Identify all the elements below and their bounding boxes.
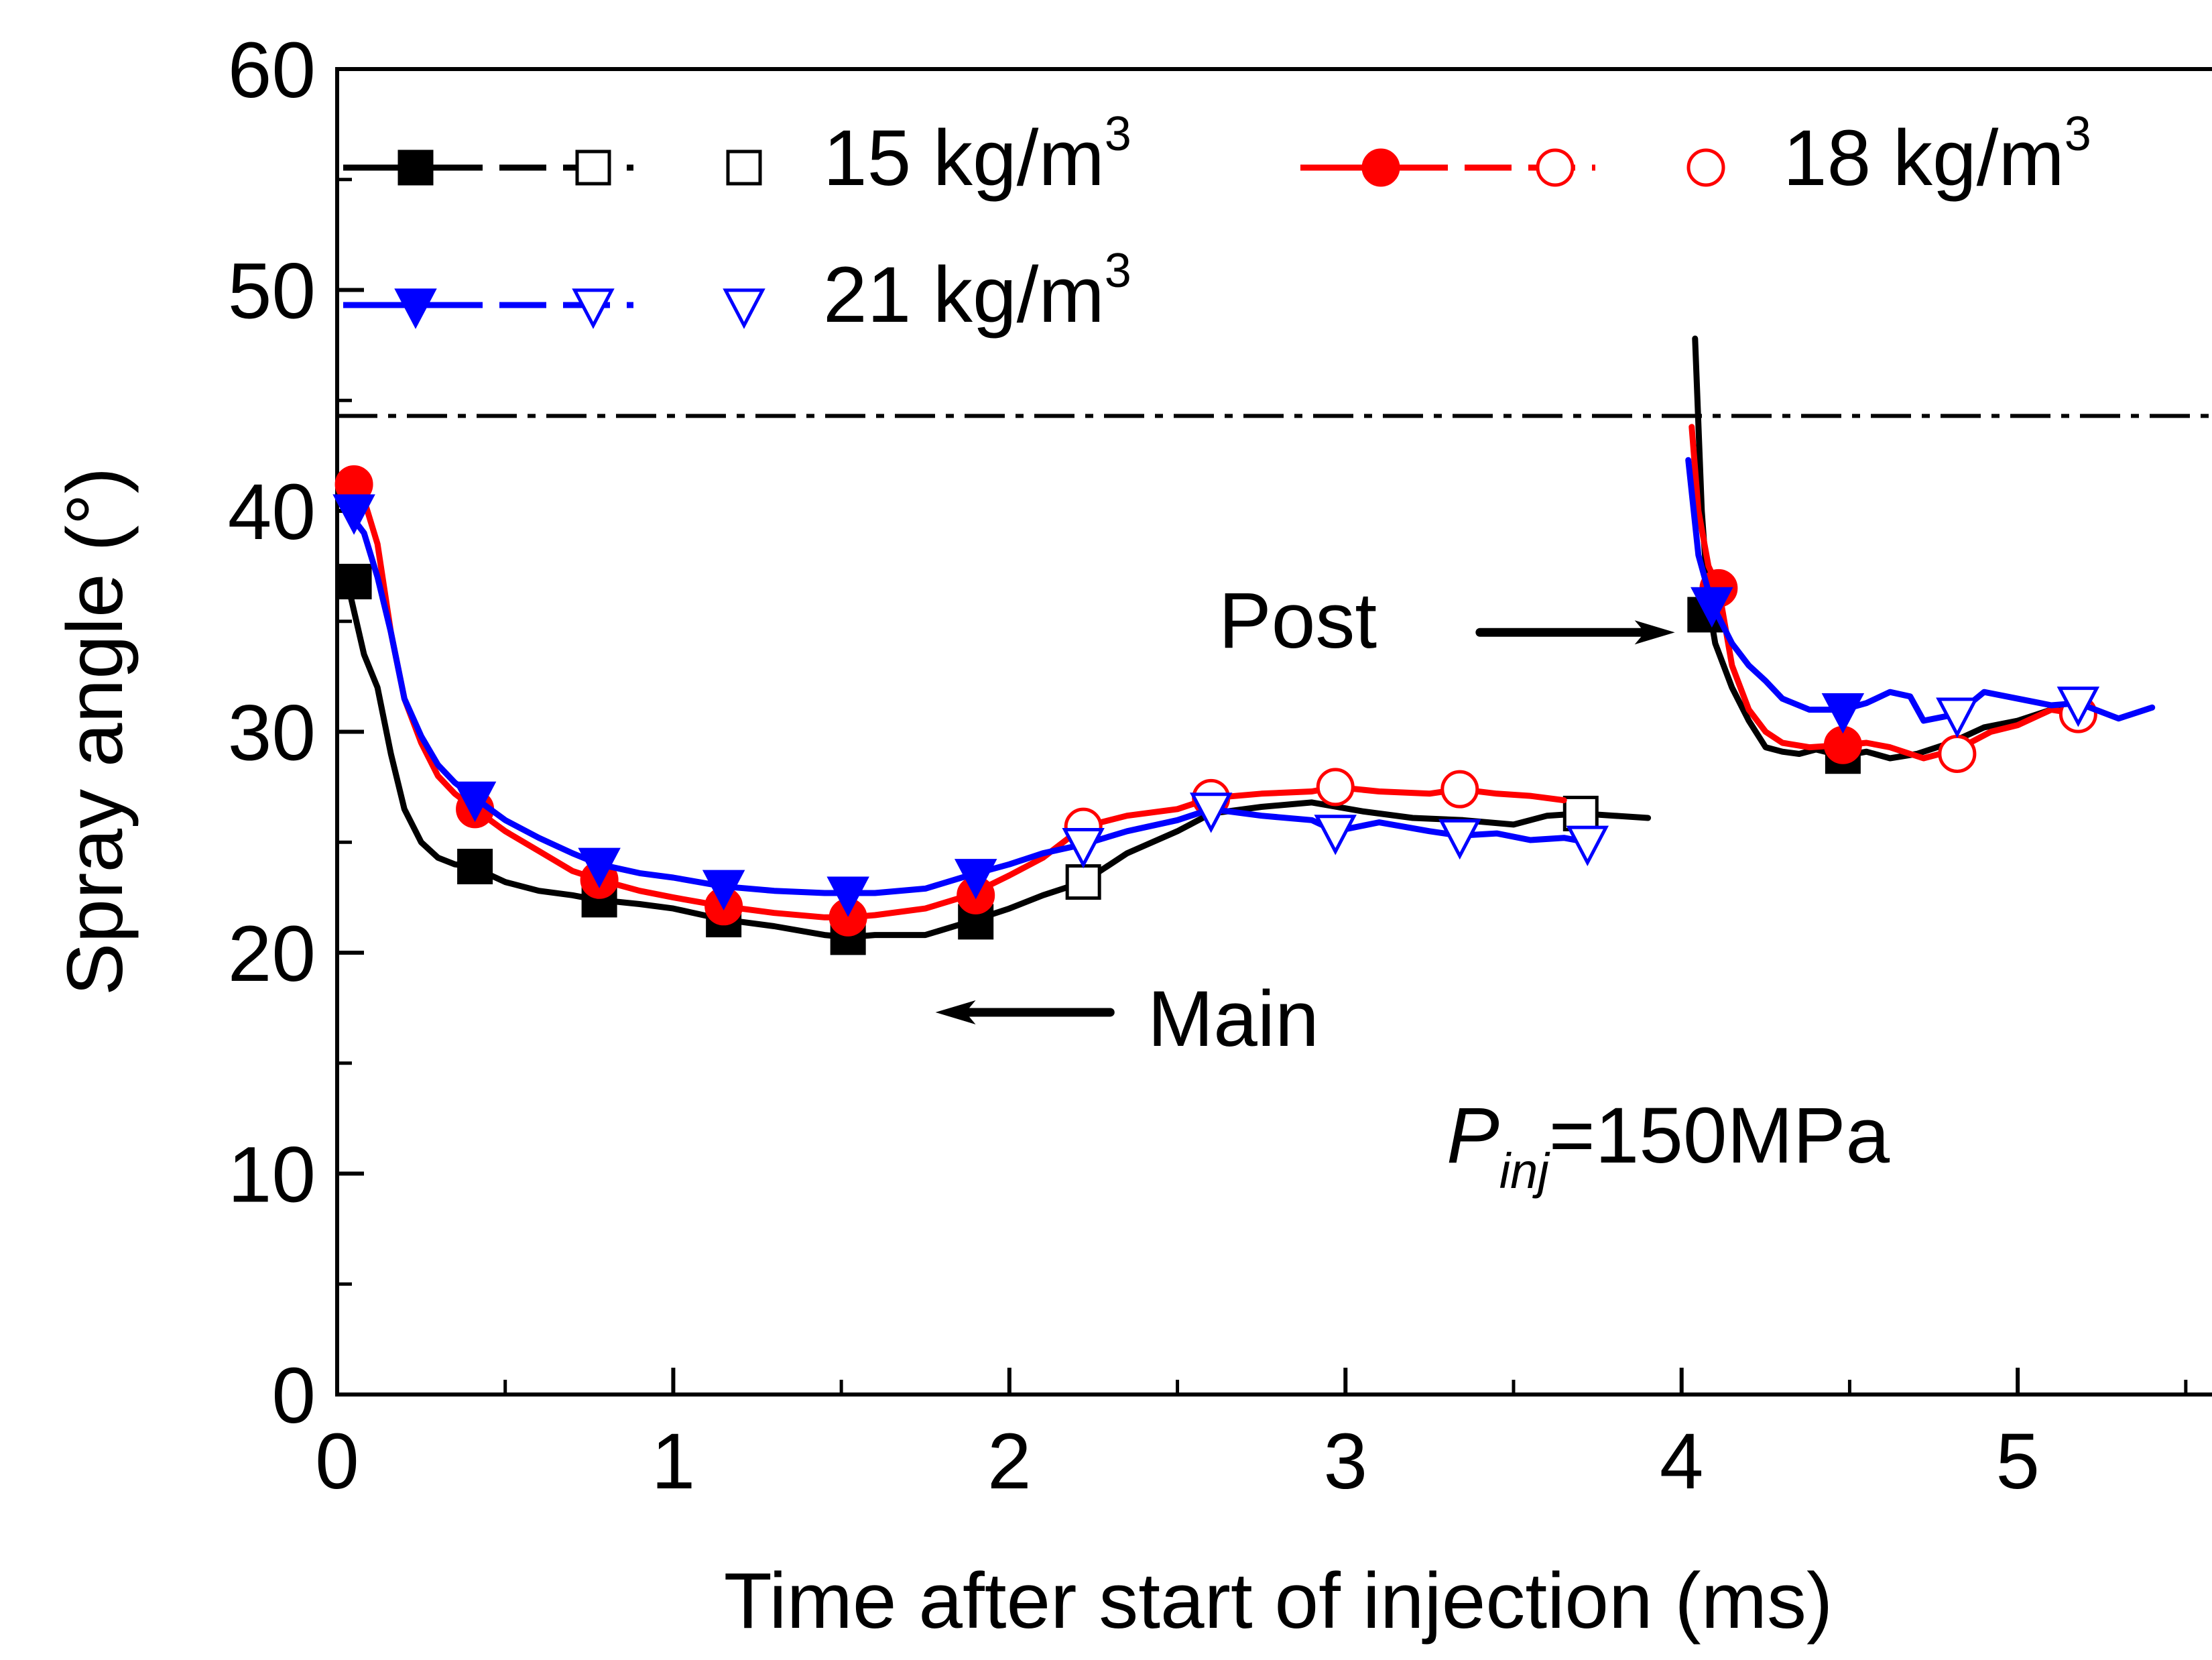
main-arrow-head <box>935 1000 976 1024</box>
legend-marker-open <box>723 288 765 329</box>
y-tick-label: 40 <box>228 468 316 556</box>
legend-marker-filled <box>1361 148 1400 187</box>
y-tick-label: 60 <box>228 26 316 115</box>
injection-pressure-label: Pinj=150MPa <box>1447 1091 1890 1199</box>
filled-marker <box>332 494 375 535</box>
y-tick-label: 20 <box>228 910 316 998</box>
legend-marker-open <box>726 150 762 186</box>
series-layer <box>332 335 2156 955</box>
series-main-line <box>344 508 1591 896</box>
open-marker <box>1316 768 1355 807</box>
series-post-line <box>1688 424 2081 762</box>
legend: 15 kg/m3 18 kg/m3 21 kg/m3 <box>343 107 2091 339</box>
post-arrow-head <box>1634 620 1675 645</box>
legend-marker-open <box>1536 148 1575 187</box>
x-tick-label: 4 <box>1660 1417 1704 1506</box>
legend-marker-open <box>575 150 611 186</box>
open-marker <box>1189 792 1233 833</box>
filled-marker <box>954 859 997 900</box>
filled-marker <box>453 781 497 823</box>
legend-label-21: 21 kg/m3 <box>823 244 1131 339</box>
plot-frame <box>335 67 2212 1397</box>
y-tick-label: 0 <box>271 1352 316 1440</box>
x-tick-label: 1 <box>652 1417 696 1506</box>
y-tick-label: 50 <box>228 247 316 336</box>
series-main-line <box>344 481 1567 921</box>
y-tick-label: 10 <box>228 1131 316 1220</box>
filled-marker <box>578 847 621 888</box>
legend-marker-filled <box>397 150 434 186</box>
open-marker <box>1562 795 1599 831</box>
series-triangle-down <box>332 457 2156 917</box>
x-tick-label: 5 <box>1995 1417 2040 1506</box>
open-marker <box>1566 825 1609 866</box>
open-marker <box>1062 827 1105 869</box>
filled-marker <box>702 870 745 910</box>
open-marker <box>1438 819 1481 860</box>
legend-marker-open <box>572 288 615 329</box>
filled-marker <box>826 876 869 917</box>
post-annotation: Post <box>1219 577 1377 665</box>
y-axis-ticks: 0 10 20 30 40 50 60 <box>228 26 364 1440</box>
y-tick-label: 30 <box>228 689 316 778</box>
y-axis-title: Spray angle (°) <box>51 467 139 996</box>
open-marker <box>1440 770 1479 809</box>
pinj-subscript: inj <box>1499 1143 1551 1199</box>
open-marker <box>2056 687 2100 727</box>
x-axis-ticks: 0 1 2 3 4 5 <box>315 1368 2188 1506</box>
legend-entry-15: 15 kg/m3 <box>343 107 1131 202</box>
open-marker <box>1936 697 1979 738</box>
series-post-line <box>1685 457 2156 724</box>
pinj-value: =150MPa <box>1549 1091 1890 1180</box>
x-axis-title: Time after start of injection (ms) <box>724 1557 1833 1645</box>
legend-marker-open <box>1686 148 1725 187</box>
legend-label-15: 15 kg/m3 <box>823 107 1131 202</box>
filled-marker <box>336 563 372 599</box>
open-marker <box>1314 815 1357 855</box>
pinj-symbol: P <box>1447 1091 1499 1180</box>
filled-marker <box>457 848 493 884</box>
legend-marker-filled <box>394 288 437 329</box>
legend-entry-21: 21 kg/m3 <box>343 244 1131 339</box>
legend-entry-18: 18 kg/m3 <box>1300 107 2091 202</box>
main-annotation: Main <box>1148 975 1319 1063</box>
x-tick-label: 2 <box>987 1417 1032 1506</box>
open-marker <box>1938 734 1977 773</box>
open-marker <box>1065 864 1101 900</box>
legend-label-18: 18 kg/m3 <box>1783 107 2091 202</box>
x-tick-label: 3 <box>1323 1417 1367 1506</box>
annotation-arrows <box>935 620 1675 1024</box>
filled-marker <box>1821 693 1865 734</box>
filled-marker <box>1691 587 1733 628</box>
x-tick-label: 0 <box>315 1417 359 1506</box>
